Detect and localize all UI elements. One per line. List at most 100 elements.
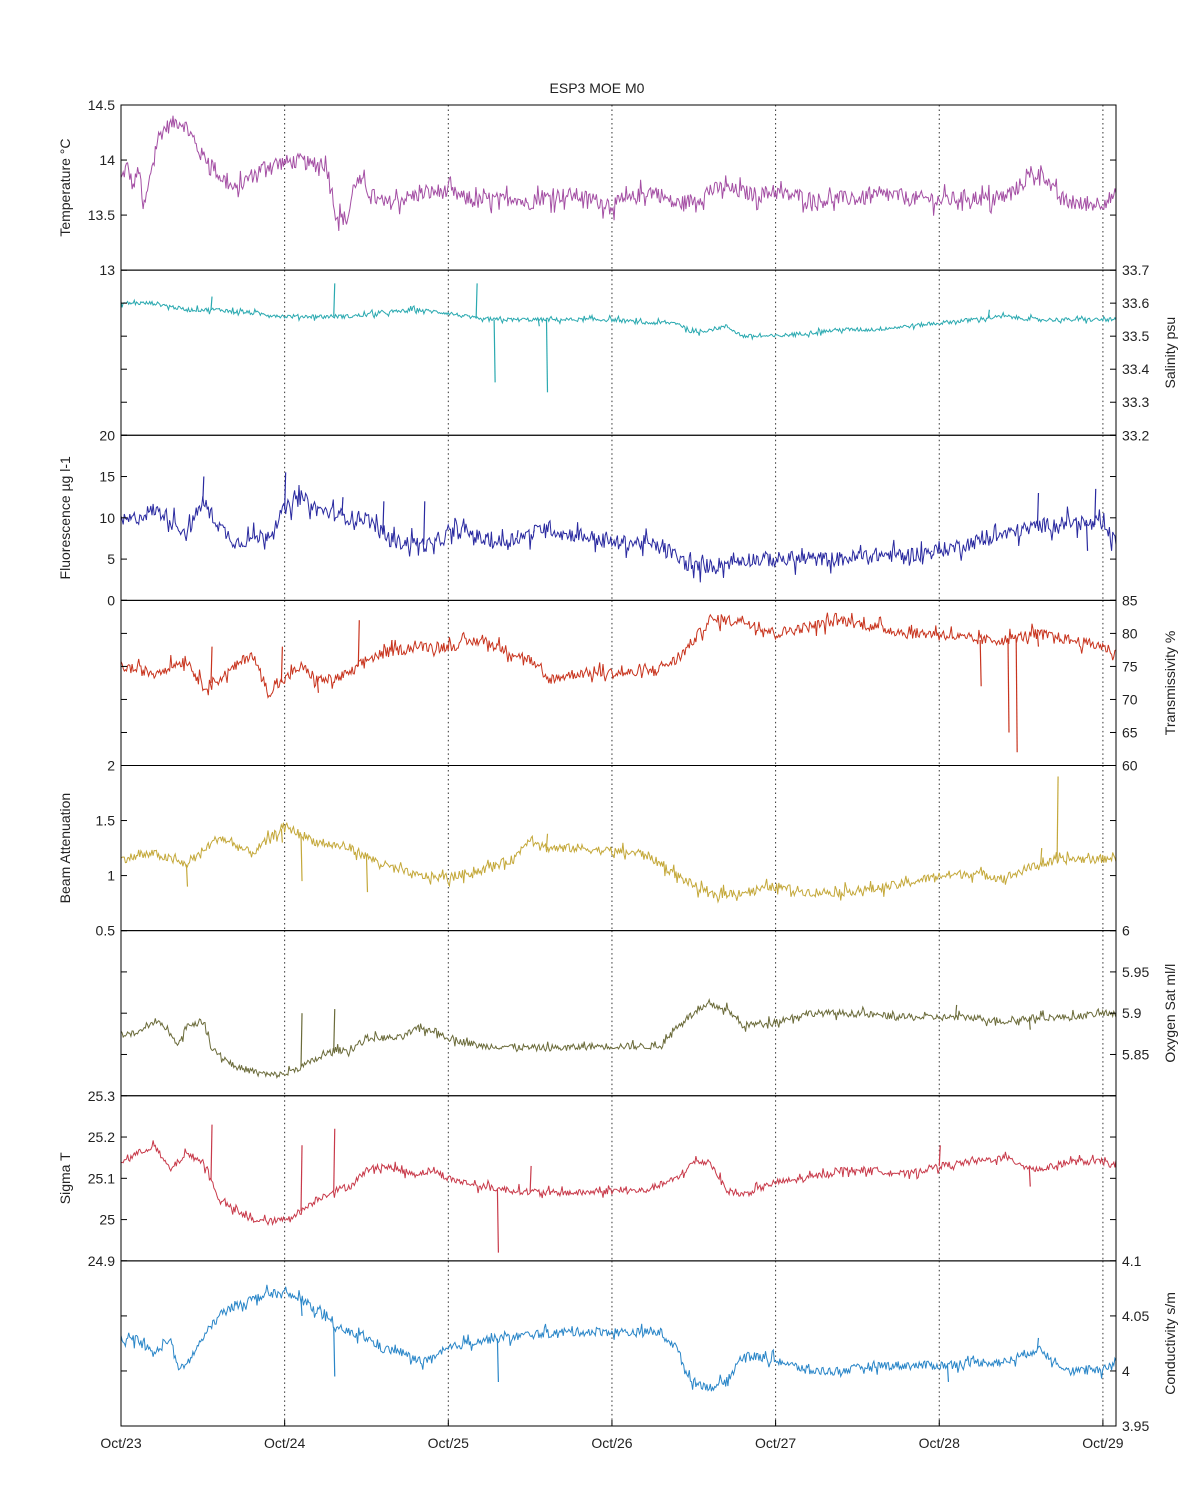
- series-spike: [545, 833, 549, 849]
- y-tick-label: 3.95: [1122, 1418, 1149, 1434]
- series-spike: [537, 319, 540, 327]
- y-tick-label: 33.7: [1122, 262, 1149, 278]
- series-spike: [365, 856, 369, 893]
- y-axis-title: Conductivity s/m: [1162, 1292, 1178, 1395]
- series-spike: [284, 472, 287, 510]
- series-spike: [545, 319, 549, 393]
- y-tick-label: 33.5: [1122, 328, 1149, 344]
- series-spike: [955, 1004, 958, 1018]
- series-spike: [1007, 639, 1010, 733]
- y-tick-label: 4.1: [1122, 1253, 1142, 1269]
- y-tick-label: 75: [1122, 658, 1138, 674]
- x-tick-label: Oct/23: [100, 1435, 141, 1451]
- y-tick-label: 33.3: [1122, 394, 1149, 410]
- series-spike: [210, 1124, 213, 1181]
- y-tick-label: 4.05: [1122, 1308, 1149, 1324]
- series-spike: [496, 1338, 499, 1382]
- y-axis-title: Beam Attenuation: [57, 793, 73, 904]
- y-axis-title: Fluorescence µg l-1: [57, 456, 73, 579]
- series-spike: [423, 501, 426, 545]
- x-tick-label: Oct/28: [919, 1435, 960, 1451]
- series-spike: [333, 1326, 336, 1377]
- x-tick-label: Oct/24: [264, 1435, 305, 1451]
- series-line: [120, 997, 1117, 1080]
- series-spike: [1028, 1018, 1031, 1030]
- series-spike: [202, 476, 205, 502]
- y-tick-label: 25.1: [88, 1170, 115, 1186]
- series-spike: [979, 639, 982, 687]
- series-spike: [357, 620, 360, 667]
- y-tick-label: 5.85: [1122, 1046, 1149, 1062]
- series-line: [120, 115, 1117, 231]
- series-spike: [390, 639, 393, 652]
- series-spike: [1036, 493, 1040, 527]
- series-spike: [341, 497, 344, 516]
- y-tick-label: 1.5: [96, 813, 116, 829]
- panel-1: 33.2 33.3 33.4 33.5 33.6 33.7 Salinity psu: [120, 262, 1178, 443]
- series-spike: [1056, 776, 1059, 862]
- y-tick-label: 25.3: [88, 1088, 115, 1104]
- series-line: [120, 821, 1117, 904]
- y-axis-title: Sigma T: [57, 1152, 73, 1204]
- y-tick-label: 14.5: [88, 97, 115, 113]
- series-spike: [300, 1013, 303, 1067]
- series-spike: [300, 1145, 303, 1212]
- series-spike: [210, 296, 213, 310]
- panel-frame: [120, 1260, 1117, 1427]
- x-tick-label: Oct/29: [1082, 1435, 1123, 1451]
- series-spike: [382, 501, 385, 535]
- y-tick-label: 65: [1122, 724, 1138, 740]
- y-tick-label: 15: [99, 469, 115, 485]
- panel-5: 5.85 5.9 5.95 6 Oxygen Sat ml/l: [120, 923, 1178, 1097]
- y-axis-title: Transmissivity %: [1162, 631, 1178, 736]
- series-line: [120, 1284, 1117, 1392]
- series-spike: [280, 646, 283, 683]
- y-tick-label: 1: [107, 868, 115, 884]
- y-tick-label: 70: [1122, 691, 1138, 707]
- series-line: [120, 298, 1117, 341]
- series-spike: [529, 1165, 532, 1192]
- y-axis-title: Temperature °C: [57, 138, 73, 236]
- series-spike: [333, 283, 336, 317]
- x-tick-label: Oct/27: [755, 1435, 796, 1451]
- y-tick-label: 0: [107, 592, 115, 608]
- series-line: [120, 484, 1117, 583]
- series-line: [120, 612, 1117, 699]
- chart-title: ESP3 MOE M0: [550, 80, 645, 96]
- series-line: [120, 1140, 1117, 1227]
- series-spike: [210, 646, 213, 683]
- y-tick-label: 5.95: [1122, 964, 1149, 980]
- y-tick-label: 14: [99, 152, 115, 168]
- series-spike: [496, 1188, 499, 1253]
- y-tick-label: 24.9: [88, 1253, 115, 1269]
- series-spike: [300, 834, 303, 882]
- panel-3: 60 65 70 75 80 85 Transmissivity %: [120, 592, 1178, 774]
- panel-2: 0 5 10 15 20 Fluorescence µg l-1: [57, 427, 1117, 608]
- y-tick-label: 20: [99, 427, 115, 443]
- x-tick-label: Oct/26: [591, 1435, 632, 1451]
- series-spike: [938, 1145, 941, 1166]
- panel-7: 3.95 4 4.05 4.1 Conductivity s/m: [120, 1253, 1178, 1434]
- series-spike: [300, 1299, 303, 1316]
- x-tick-label: Oct/25: [428, 1435, 469, 1451]
- y-tick-label: 5: [107, 551, 115, 567]
- series-spike: [987, 309, 990, 319]
- series-spike: [930, 550, 933, 553]
- y-tick-label: 25.2: [88, 1129, 115, 1145]
- series-spike: [333, 1009, 336, 1051]
- series-spike: [516, 530, 519, 538]
- series-spike: [316, 679, 319, 693]
- series-spike: [1094, 488, 1097, 526]
- y-axis-title: Salinity psu: [1162, 317, 1178, 389]
- y-tick-label: 10: [99, 510, 115, 526]
- y-tick-label: 5.9: [1122, 1005, 1142, 1021]
- y-tick-label: 80: [1122, 625, 1138, 641]
- series-spike: [475, 283, 478, 319]
- y-tick-label: 85: [1122, 592, 1138, 608]
- y-axis-title: Oxygen Sat ml/l: [1162, 964, 1178, 1063]
- series-spike: [1036, 1337, 1040, 1349]
- y-tick-label: 2: [107, 758, 115, 774]
- x-axis: Oct/23 Oct/24 Oct/25 Oct/26 Oct/27 Oct/28 Oct/…: [100, 1420, 1124, 1451]
- series-spike: [280, 828, 283, 843]
